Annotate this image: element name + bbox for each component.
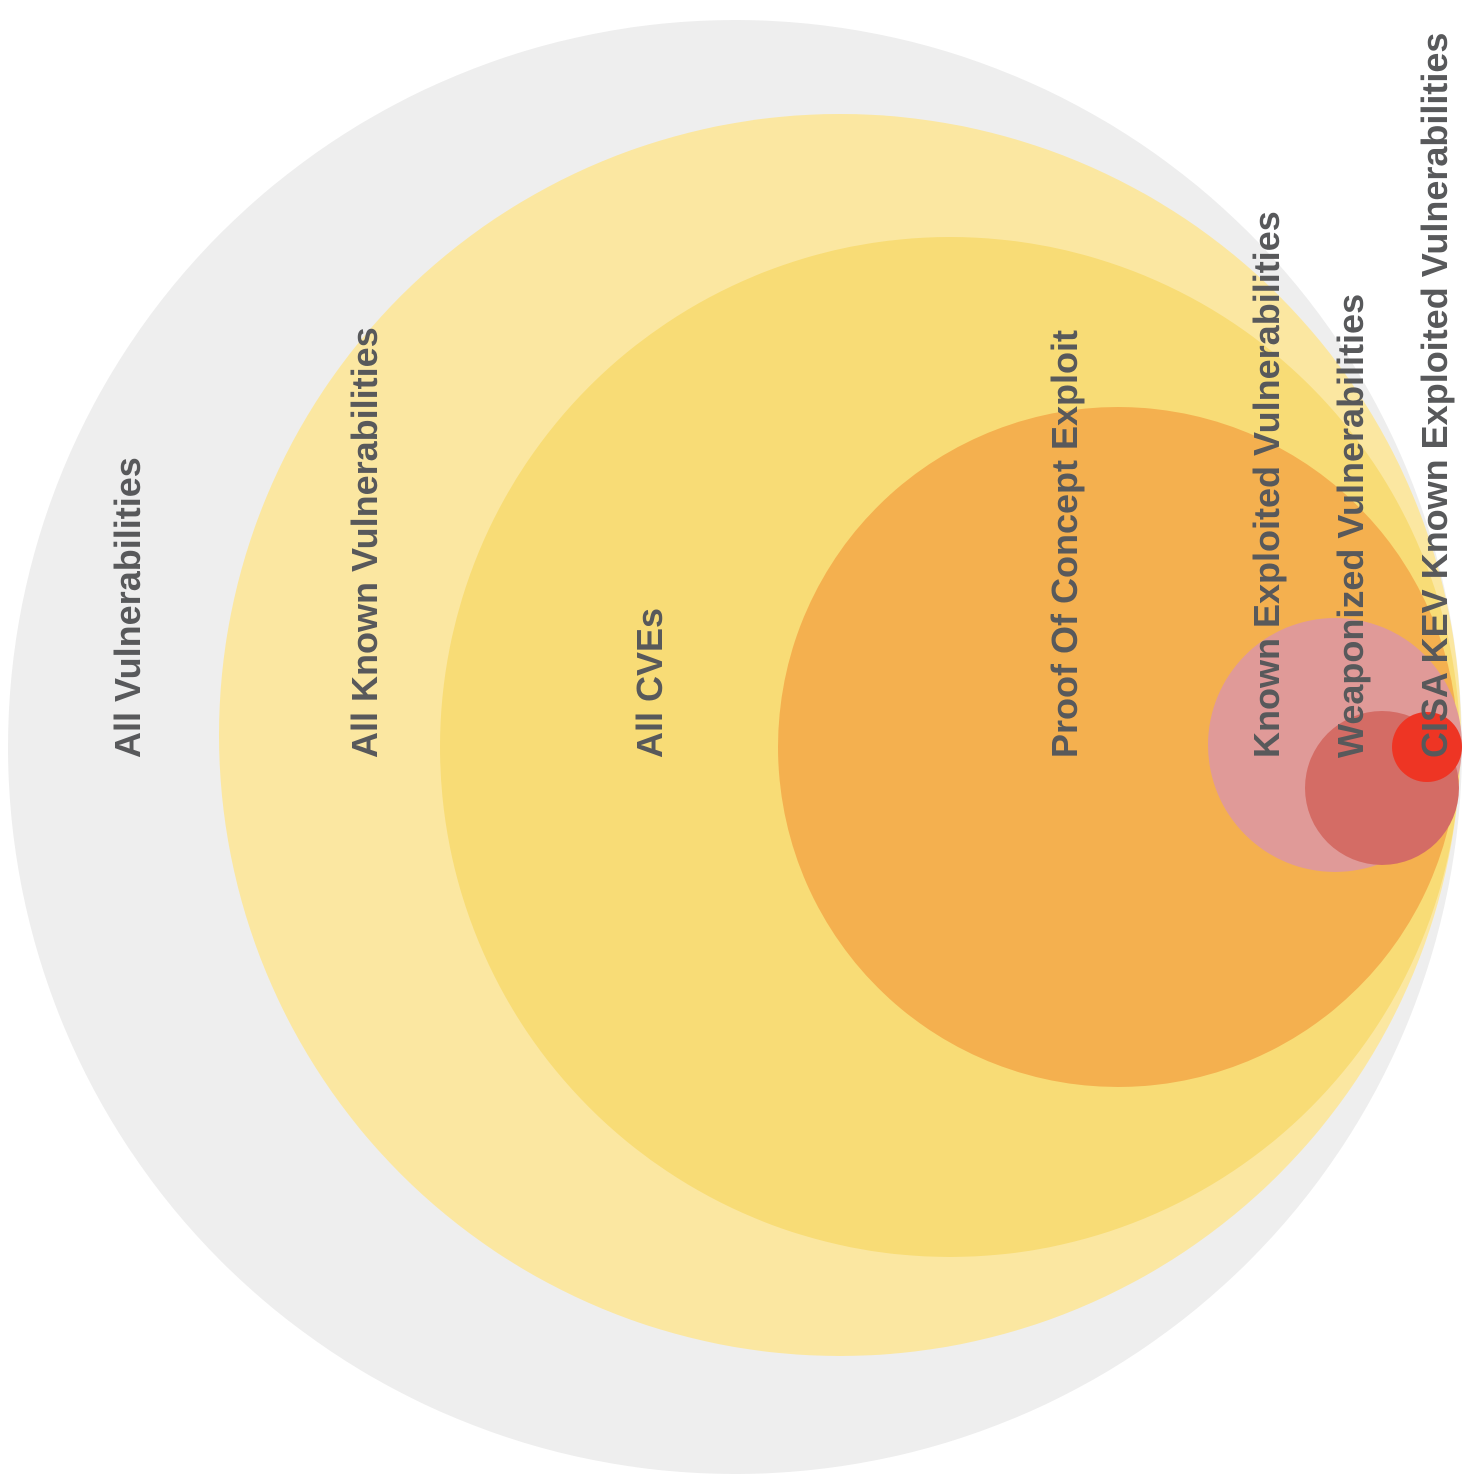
label-weaponized-vulnerabilities: Weaponized Vulnerabilities (1330, 294, 1371, 758)
label-cisa-kev: CISA KEV Known Exploited Vulnerabilities (1414, 33, 1455, 758)
circle-cisa-kev (1392, 712, 1462, 782)
label-all-cves: All CVEs (629, 608, 670, 758)
label-proof-of-concept-exploit: Proof Of Concept Exploit (1044, 330, 1085, 758)
label-known-exploited-vulnerabilities: Known Exploited Vulnerabilities (1246, 211, 1287, 758)
label-all-known-vulnerabilities: All Known Vulnerabilities (344, 327, 385, 758)
circle-proof-of-concept-exploit (778, 407, 1458, 1087)
label-all-vulnerabilities: All Vulnerabilities (107, 457, 148, 758)
